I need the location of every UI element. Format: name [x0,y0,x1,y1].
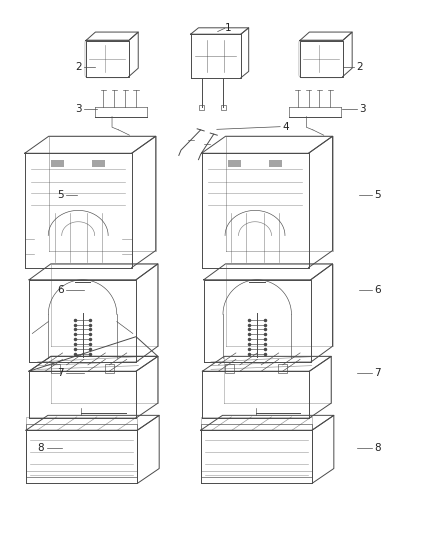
Text: 5: 5 [57,190,64,200]
Bar [225,364,233,373]
Bar [278,364,287,373]
Bar [105,364,114,373]
Text: 6: 6 [57,286,64,295]
Bar [269,160,282,167]
Text: 8: 8 [374,443,381,453]
Bar [199,106,204,110]
Text: 7: 7 [374,368,381,378]
Bar [228,160,241,167]
Text: 8: 8 [38,443,44,453]
Text: 3: 3 [359,103,365,114]
Text: 2: 2 [357,62,363,72]
Bar [51,364,60,373]
Text: 2: 2 [75,62,81,72]
Bar [51,160,64,167]
Text: 1: 1 [225,23,231,34]
Bar [92,160,105,167]
Text: 3: 3 [75,103,81,114]
Text: 5: 5 [374,190,381,200]
Text: 4: 4 [283,122,289,132]
Text: 7: 7 [57,368,64,378]
Bar [221,106,226,110]
Text: 6: 6 [374,286,381,295]
